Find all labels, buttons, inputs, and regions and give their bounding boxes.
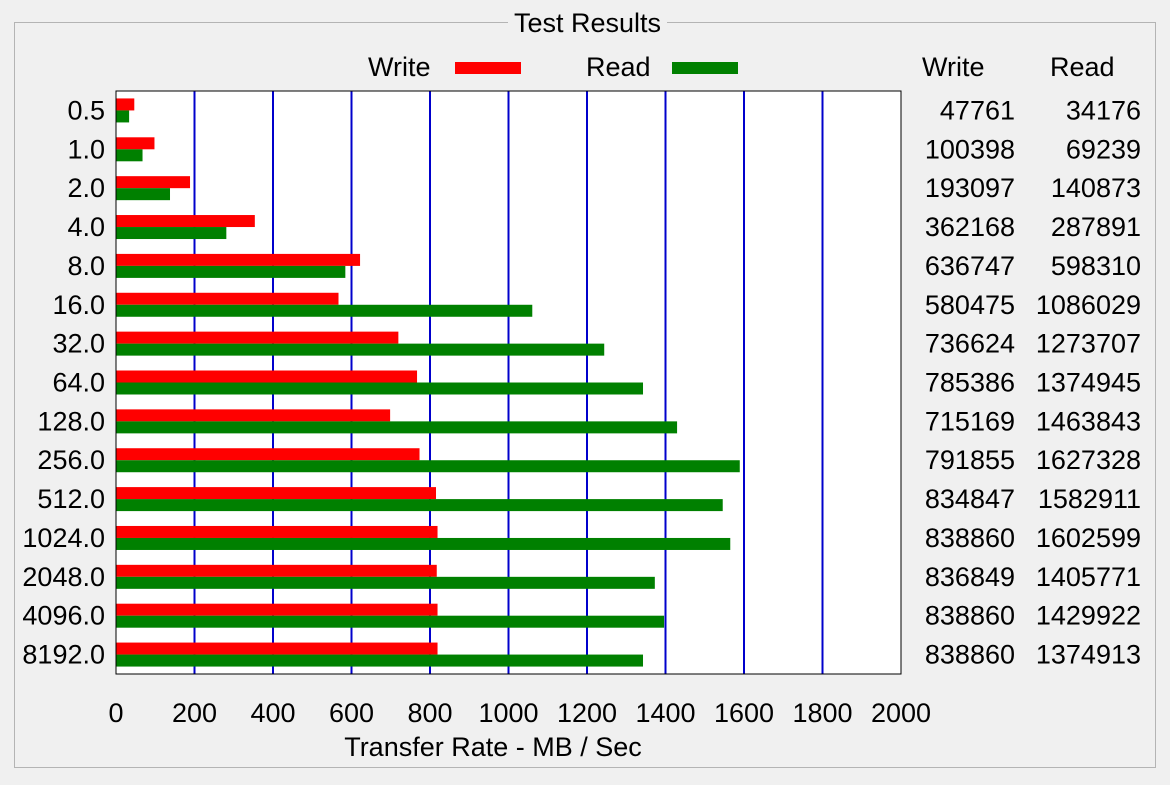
write-bar [116,642,438,655]
y-tick-label: 0.5 [67,95,105,125]
table-write-value: 838860 [925,640,1015,670]
table-read-value: 287891 [1051,212,1141,242]
read-bar [116,460,740,473]
table-write-value: 715169 [925,406,1015,436]
table-read-value: 1374913 [1036,640,1141,670]
y-tick-label: 8.0 [67,251,105,281]
table-write-value: 834847 [925,484,1015,514]
write-bar [116,370,418,383]
table-write-value: 736624 [925,329,1015,359]
table-write-value: 362168 [925,212,1015,242]
table-read-value: 140873 [1051,173,1141,203]
x-tick-label: 200 [172,698,217,728]
write-bar [116,603,438,616]
legend-read-swatch [672,62,738,74]
read-bar [116,110,130,123]
table-read-value: 1374945 [1036,368,1141,398]
table-read-value: 69239 [1066,134,1141,164]
table-read-value: 34176 [1066,95,1141,125]
legend-write-swatch [455,62,521,74]
y-tick-label: 512.0 [37,484,105,514]
write-bar [116,176,191,189]
y-tick-label: 2.0 [67,173,105,203]
table-write-value: 838860 [925,601,1015,631]
table-write-value: 193097 [925,173,1015,203]
plot-frame [115,90,902,675]
x-tick-label: 0 [108,698,123,728]
y-tick-label: 4.0 [67,212,105,242]
table-write-value: 100398 [925,134,1015,164]
read-bar [116,149,143,162]
table-write-value: 47761 [940,95,1015,125]
y-tick-label: 256.0 [37,445,105,475]
y-tick-label: 1024.0 [22,523,105,553]
read-bar [116,654,644,667]
groupbox-title: Test Results [508,6,668,40]
x-tick-label: 2000 [871,698,931,728]
write-bar [116,525,438,538]
write-bar [116,331,399,344]
read-bar [116,227,227,240]
write-bar [116,137,155,150]
write-bar [116,564,437,577]
read-bar [116,265,346,278]
read-bar [116,188,171,201]
y-tick-label: 4096.0 [22,601,105,631]
y-tick-label: 1.0 [67,134,105,164]
table-read-value: 1429922 [1036,601,1141,631]
table-read-value: 1463843 [1036,406,1141,436]
write-bar [116,253,361,266]
table-read-value: 598310 [1051,251,1141,281]
table-write-value: 580475 [925,290,1015,320]
x-tick-label: 1600 [714,698,774,728]
table-write-value: 636747 [925,251,1015,281]
legend-read-label: Read [586,52,651,82]
read-bar [116,576,655,589]
x-tick-label: 800 [407,698,452,728]
y-tick-label: 2048.0 [22,562,105,592]
write-bar [116,215,255,228]
table-write-value: 791855 [925,445,1015,475]
write-bar [116,409,391,422]
write-bar [116,292,339,305]
x-tick-label: 1400 [635,698,695,728]
table-read-value: 1086029 [1036,290,1141,320]
table-read-value: 1627328 [1036,445,1141,475]
y-tick-label: 8192.0 [22,640,105,670]
table-read-value: 1602599 [1036,523,1141,553]
write-bar [116,448,420,461]
x-tick-label: 600 [329,698,374,728]
y-tick-label: 32.0 [52,329,105,359]
table-read-value: 1582911 [1038,484,1141,514]
read-bar [116,343,605,356]
x-axis-title: Transfer Rate - MB / Sec [344,732,642,762]
x-tick-label: 1000 [478,698,538,728]
y-tick-label: 64.0 [52,368,105,398]
table-write-value: 836849 [925,562,1015,592]
x-tick-label: 1800 [792,698,852,728]
table-read-value: 1273707 [1036,329,1141,359]
y-tick-label: 128.0 [37,406,105,436]
read-bar [116,537,731,550]
read-bar [116,499,723,512]
read-bar [116,304,533,317]
table-write-value: 785386 [925,368,1015,398]
read-bar [116,382,644,395]
y-tick-label: 16.0 [52,290,105,320]
read-bar [116,615,665,628]
table-read-value: 1405771 [1036,562,1141,592]
write-bar [116,98,135,111]
table-read-header: Read [1050,52,1115,82]
x-tick-label: 1200 [557,698,617,728]
x-tick-label: 400 [250,698,295,728]
write-bar [116,487,437,500]
read-bar [116,421,678,434]
table-write-value: 838860 [925,523,1015,553]
table-write-header: Write [922,52,985,82]
legend-write-label: Write [368,52,431,82]
